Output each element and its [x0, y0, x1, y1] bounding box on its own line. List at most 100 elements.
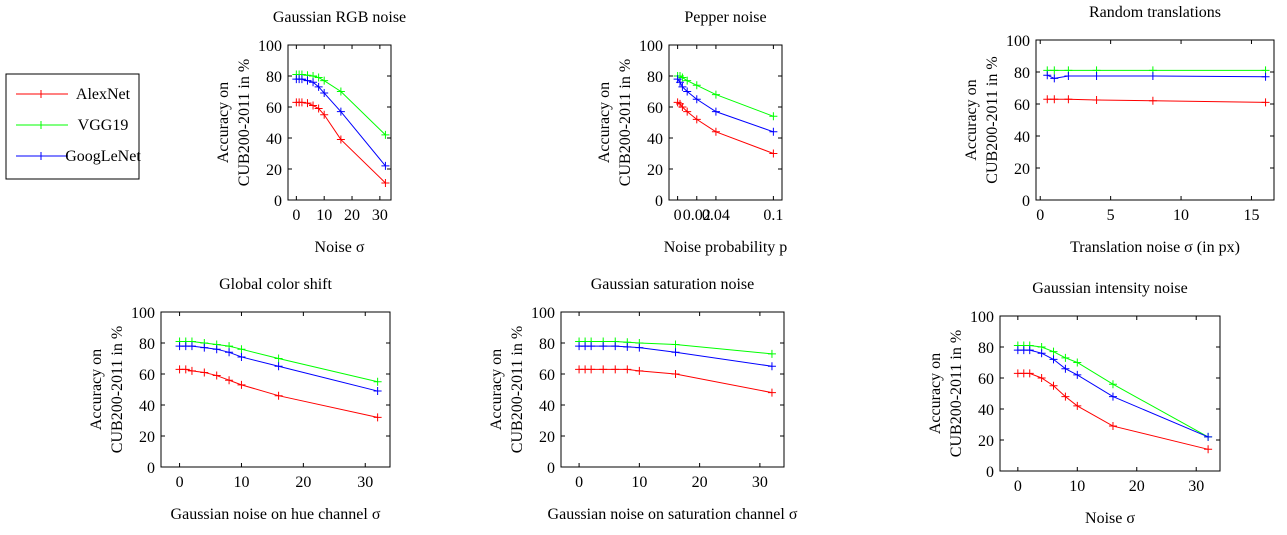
data-point: [678, 103, 687, 111]
series-vgg19: [1013, 341, 1213, 441]
y-tick-label: 80: [266, 69, 282, 86]
chart-title: Gaussian RGB noise: [273, 9, 406, 26]
data-point: [225, 348, 234, 357]
chart-title: Gaussian saturation noise: [591, 276, 755, 293]
series-googlenet: [673, 75, 778, 136]
y-tick-label: 20: [1014, 161, 1030, 178]
legend-label-googlenet: GoogLeNet: [65, 148, 141, 165]
plot-frame: [560, 311, 785, 468]
series-googlenet: [575, 342, 776, 371]
y-axis-label: Accuracy on CUB200-2011 in %: [88, 326, 126, 453]
x-tick-label: 30: [357, 474, 373, 491]
data-point: [297, 98, 306, 107]
series-alexnet: [1013, 369, 1213, 454]
data-point: [671, 370, 680, 378]
data-point: [767, 388, 776, 397]
y-axis-label: Accuracy on CUB200-2011 in %: [488, 326, 526, 453]
chart-title: Gaussian intensity noise: [1032, 280, 1188, 297]
data-point: [692, 81, 701, 90]
data-point: [1148, 72, 1157, 80]
data-point: [309, 101, 318, 110]
y-tick-label: 20: [266, 162, 282, 179]
series-googlenet: [175, 342, 382, 396]
data-point: [623, 365, 632, 374]
y-tick-label: 100: [258, 38, 282, 55]
series-vgg19: [673, 72, 778, 121]
x-axis-label: Noise σ: [315, 239, 365, 256]
series-alexnet: [575, 365, 776, 397]
data-point: [769, 149, 778, 158]
y-tick-label: 20: [539, 429, 555, 446]
y-axis-label: Accuracy on CUB200-2011 in %: [927, 330, 965, 457]
data-point: [1050, 95, 1059, 104]
data-point: [1073, 358, 1082, 367]
y-tick-label: 0: [547, 460, 555, 477]
x-tick-label: 0.1: [763, 207, 783, 224]
data-point: [1148, 96, 1157, 105]
x-tick-label: 0: [1014, 478, 1022, 495]
data-point: [381, 178, 390, 187]
x-tick-label: 10: [1069, 478, 1085, 495]
data-point: [769, 112, 778, 121]
data-point: [623, 342, 632, 351]
series-alexnet: [292, 98, 390, 187]
x-axis-label: Gaussian noise on hue channel σ: [171, 506, 381, 523]
x-axis-label: Translation noise σ (in px): [1070, 239, 1240, 256]
x-tick-label: 0.04: [702, 207, 730, 224]
y-axis-label: Accuracy on CUB200-2011 in %: [596, 59, 634, 186]
data-point: [237, 345, 246, 354]
y-tick-label: 40: [266, 131, 282, 148]
y-axis-label: Accuracy on CUB200-2011 in %: [963, 56, 1001, 183]
x-tick-label: 0.02: [683, 207, 711, 224]
data-point: [769, 127, 778, 136]
series-line-googlenet: [1047, 74, 1266, 79]
data-point: [635, 343, 644, 352]
y-tick-label: 60: [266, 100, 282, 117]
plot-frame: [160, 311, 391, 468]
series-line-vgg19: [296, 73, 386, 136]
y-tick-label: 40: [539, 398, 555, 415]
data-point: [320, 89, 329, 98]
x-tick-label: 0: [575, 474, 583, 491]
series-googlenet: [292, 75, 390, 170]
y-axis-label: Accuracy on CUB200-2011 in %: [215, 59, 253, 186]
x-tick-label: 30: [372, 207, 388, 224]
data-point: [274, 362, 283, 371]
plot-frame: [287, 44, 392, 201]
data-point: [1043, 95, 1052, 104]
chart-gaussian-intensity-noise: Gaussian intensity noise 0 20 40 60 80 100 0 10 2…: [927, 280, 1221, 527]
series-googlenet: [1013, 346, 1213, 441]
data-point: [320, 110, 329, 119]
data-point: [187, 366, 196, 375]
x-tick-label: 30: [1188, 478, 1204, 495]
data-point: [1061, 392, 1070, 401]
data-point: [767, 349, 776, 358]
y-tick-label: 0: [986, 464, 994, 481]
data-point: [1073, 401, 1082, 410]
data-point: [1049, 381, 1058, 390]
data-point: [671, 348, 680, 357]
legend-label-vgg19: VGG19: [78, 117, 129, 134]
data-point: [1064, 95, 1073, 104]
data-point: [611, 365, 620, 374]
data-point: [314, 73, 323, 82]
y-tick-label: 0: [1022, 193, 1030, 210]
x-tick-label: 0: [292, 207, 300, 224]
data-point: [1061, 364, 1070, 373]
data-point: [1049, 347, 1058, 356]
series-line-alexnet: [677, 101, 774, 154]
legend-entry-googlenet: GoogLeNet: [16, 148, 141, 165]
data-point: [1073, 370, 1082, 379]
data-point: [1092, 96, 1101, 104]
x-tick-label: 5: [1107, 207, 1115, 224]
y-tick-label: 40: [647, 131, 663, 148]
data-point: [1037, 374, 1046, 382]
chart-gaussian-saturation-noise: Gaussian saturation noise 0 20 40 60 80 100 0 10…: [488, 276, 798, 523]
data-point: [678, 82, 687, 91]
data-point: [635, 366, 644, 375]
y-tick-label: 80: [139, 336, 155, 353]
x-tick-label: 0: [674, 207, 682, 224]
series-line-vgg19: [677, 75, 774, 117]
data-point: [225, 376, 234, 385]
